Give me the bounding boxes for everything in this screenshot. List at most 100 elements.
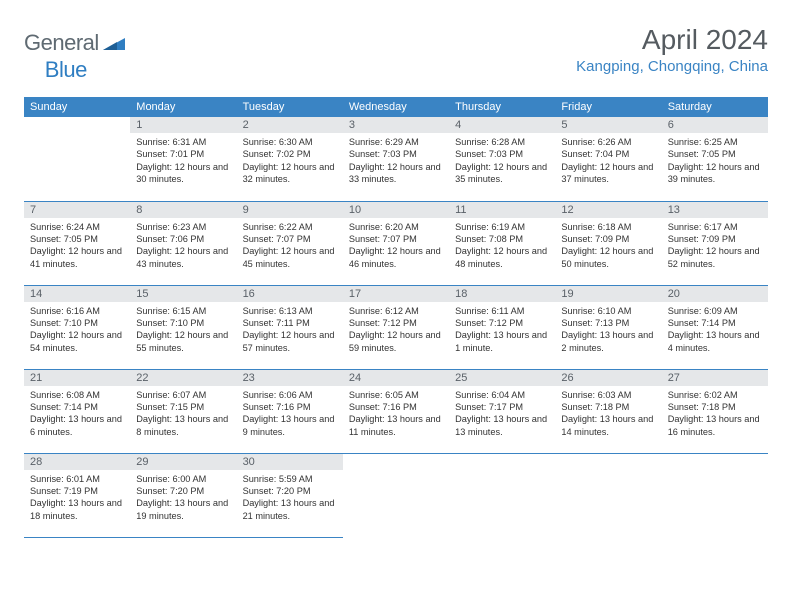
calendar-week-row: 7 Sunrise: 6:24 AMSunset: 7:05 PMDaylight… [24, 201, 768, 285]
day-number: 16 [237, 286, 343, 302]
day-info: Sunrise: 6:18 AMSunset: 7:09 PMDaylight:… [561, 221, 655, 271]
calendar-day-cell [662, 453, 768, 537]
calendar-day-cell: 21 Sunrise: 6:08 AMSunset: 7:14 PMDayligh… [24, 369, 130, 453]
weekday-header: Saturday [662, 97, 768, 117]
calendar-day-cell [449, 453, 555, 537]
day-number: 4 [449, 117, 555, 133]
day-info: Sunrise: 6:10 AMSunset: 7:13 PMDaylight:… [561, 305, 655, 355]
logo-triangle-icon [103, 34, 125, 53]
calendar-day-cell [555, 453, 661, 537]
day-info: Sunrise: 6:09 AMSunset: 7:14 PMDaylight:… [668, 305, 762, 355]
day-number: 24 [343, 370, 449, 386]
calendar-day-cell: 22 Sunrise: 6:07 AMSunset: 7:15 PMDayligh… [130, 369, 236, 453]
calendar-day-cell [343, 453, 449, 537]
day-number: 14 [24, 286, 130, 302]
day-number: 7 [24, 202, 130, 218]
day-info: Sunrise: 6:08 AMSunset: 7:14 PMDaylight:… [30, 389, 124, 439]
day-info: Sunrise: 6:02 AMSunset: 7:18 PMDaylight:… [668, 389, 762, 439]
day-info: Sunrise: 6:15 AMSunset: 7:10 PMDaylight:… [136, 305, 230, 355]
calendar-day-cell: 5Sunrise: 6:26 AMSunset: 7:04 PMDaylight… [555, 117, 661, 201]
calendar-day-cell: 9 Sunrise: 6:22 AMSunset: 7:07 PMDaylight… [237, 201, 343, 285]
day-number: 23 [237, 370, 343, 386]
calendar-body: 1 Sunrise: 6:31 AMSunset: 7:01 PMDaylight… [24, 117, 768, 537]
day-number: 26 [555, 370, 661, 386]
day-info: Sunrise: 6:04 AMSunset: 7:17 PMDaylight:… [455, 389, 549, 439]
calendar-day-cell: 18 Sunrise: 6:11 AMSunset: 7:12 PMDayligh… [449, 285, 555, 369]
day-number: 2 [237, 117, 343, 133]
calendar-day-cell: 29Sunrise: 6:00 AMSunset: 7:20 PMDayligh… [130, 453, 236, 537]
day-number: 3 [343, 117, 449, 133]
day-number: 10 [343, 202, 449, 218]
calendar-week-row: 1 Sunrise: 6:31 AMSunset: 7:01 PMDaylight… [24, 117, 768, 201]
calendar-day-cell: 30 Sunrise: 5:59 AMSunset: 7:20 PMDayligh… [237, 453, 343, 537]
calendar-header-row: SundayMondayTuesdayWednesdayThursdayFrid… [24, 97, 768, 117]
logo: General [24, 24, 127, 56]
day-info: Sunrise: 6:05 AMSunset: 7:16 PMDaylight:… [349, 389, 443, 439]
day-number: 6 [662, 117, 768, 133]
calendar-day-cell: 7 Sunrise: 6:24 AMSunset: 7:05 PMDaylight… [24, 201, 130, 285]
calendar-day-cell: 20 Sunrise: 6:09 AMSunset: 7:14 PMDayligh… [662, 285, 768, 369]
calendar-day-cell: 1 Sunrise: 6:31 AMSunset: 7:01 PMDaylight… [130, 117, 236, 201]
day-info: Sunrise: 6:03 AMSunset: 7:18 PMDaylight:… [561, 389, 655, 439]
calendar-day-cell: 19Sunrise: 6:10 AMSunset: 7:13 PMDayligh… [555, 285, 661, 369]
day-number: 12 [555, 202, 661, 218]
logo-text-gray: General [24, 30, 99, 56]
calendar-day-cell: 15 Sunrise: 6:15 AMSunset: 7:10 PMDayligh… [130, 285, 236, 369]
day-info: Sunrise: 6:06 AMSunset: 7:16 PMDaylight:… [243, 389, 337, 439]
month-title: April 2024 [576, 24, 768, 56]
calendar-day-cell: 10 Sunrise: 6:20 AMSunset: 7:07 PMDayligh… [343, 201, 449, 285]
weekday-header: Wednesday [343, 97, 449, 117]
calendar-day-cell: 28 Sunrise: 6:01 AMSunset: 7:19 PMDayligh… [24, 453, 130, 537]
day-info: Sunrise: 6:17 AMSunset: 7:09 PMDaylight:… [668, 221, 762, 271]
day-info: Sunrise: 6:31 AMSunset: 7:01 PMDaylight:… [136, 136, 230, 186]
calendar-day-cell: 23 Sunrise: 6:06 AMSunset: 7:16 PMDayligh… [237, 369, 343, 453]
day-number: 9 [237, 202, 343, 218]
calendar-day-cell: 4 Sunrise: 6:28 AMSunset: 7:03 PMDaylight… [449, 117, 555, 201]
day-number: 28 [24, 454, 130, 470]
day-info: Sunrise: 6:01 AMSunset: 7:19 PMDaylight:… [30, 473, 124, 523]
day-number: 30 [237, 454, 343, 470]
day-info: Sunrise: 6:23 AMSunset: 7:06 PMDaylight:… [136, 221, 230, 271]
logo-text-blue: Blue [45, 57, 87, 83]
day-info: Sunrise: 6:20 AMSunset: 7:07 PMDaylight:… [349, 221, 443, 271]
calendar-table: SundayMondayTuesdayWednesdayThursdayFrid… [24, 97, 768, 538]
day-number: 1 [130, 117, 236, 133]
day-info: Sunrise: 6:30 AMSunset: 7:02 PMDaylight:… [243, 136, 337, 186]
day-number: 22 [130, 370, 236, 386]
calendar-day-cell: 2 Sunrise: 6:30 AMSunset: 7:02 PMDaylight… [237, 117, 343, 201]
title-block: April 2024 Kangping, Chongqing, China [576, 24, 768, 75]
day-info: Sunrise: 6:11 AMSunset: 7:12 PMDaylight:… [455, 305, 549, 355]
day-number: 15 [130, 286, 236, 302]
day-info: Sunrise: 6:24 AMSunset: 7:05 PMDaylight:… [30, 221, 124, 271]
calendar-week-row: 14 Sunrise: 6:16 AMSunset: 7:10 PMDayligh… [24, 285, 768, 369]
day-number: 17 [343, 286, 449, 302]
day-number: 5 [555, 117, 661, 133]
day-info: Sunrise: 6:16 AMSunset: 7:10 PMDaylight:… [30, 305, 124, 355]
weekday-header: Friday [555, 97, 661, 117]
day-info: Sunrise: 6:28 AMSunset: 7:03 PMDaylight:… [455, 136, 549, 186]
day-info: Sunrise: 5:59 AMSunset: 7:20 PMDaylight:… [243, 473, 337, 523]
day-info: Sunrise: 6:19 AMSunset: 7:08 PMDaylight:… [455, 221, 549, 271]
calendar-day-cell: 17 Sunrise: 6:12 AMSunset: 7:12 PMDayligh… [343, 285, 449, 369]
calendar-day-cell: 25Sunrise: 6:04 AMSunset: 7:17 PMDayligh… [449, 369, 555, 453]
weekday-header: Thursday [449, 97, 555, 117]
day-info: Sunrise: 6:12 AMSunset: 7:12 PMDaylight:… [349, 305, 443, 355]
day-number: 27 [662, 370, 768, 386]
weekday-header: Tuesday [237, 97, 343, 117]
weekday-header: Monday [130, 97, 236, 117]
calendar-day-cell: 13Sunrise: 6:17 AMSunset: 7:09 PMDayligh… [662, 201, 768, 285]
day-number: 29 [130, 454, 236, 470]
day-info: Sunrise: 6:22 AMSunset: 7:07 PMDaylight:… [243, 221, 337, 271]
calendar-day-cell: 24 Sunrise: 6:05 AMSunset: 7:16 PMDayligh… [343, 369, 449, 453]
calendar-day-cell: 16Sunrise: 6:13 AMSunset: 7:11 PMDayligh… [237, 285, 343, 369]
calendar-day-cell [24, 117, 130, 201]
day-number: 21 [24, 370, 130, 386]
weekday-header: Sunday [24, 97, 130, 117]
calendar-day-cell: 8 Sunrise: 6:23 AMSunset: 7:06 PMDaylight… [130, 201, 236, 285]
day-info: Sunrise: 6:07 AMSunset: 7:15 PMDaylight:… [136, 389, 230, 439]
calendar-day-cell: 26 Sunrise: 6:03 AMSunset: 7:18 PMDayligh… [555, 369, 661, 453]
day-number: 8 [130, 202, 236, 218]
day-info: Sunrise: 6:29 AMSunset: 7:03 PMDaylight:… [349, 136, 443, 186]
day-number: 18 [449, 286, 555, 302]
day-number: 20 [662, 286, 768, 302]
